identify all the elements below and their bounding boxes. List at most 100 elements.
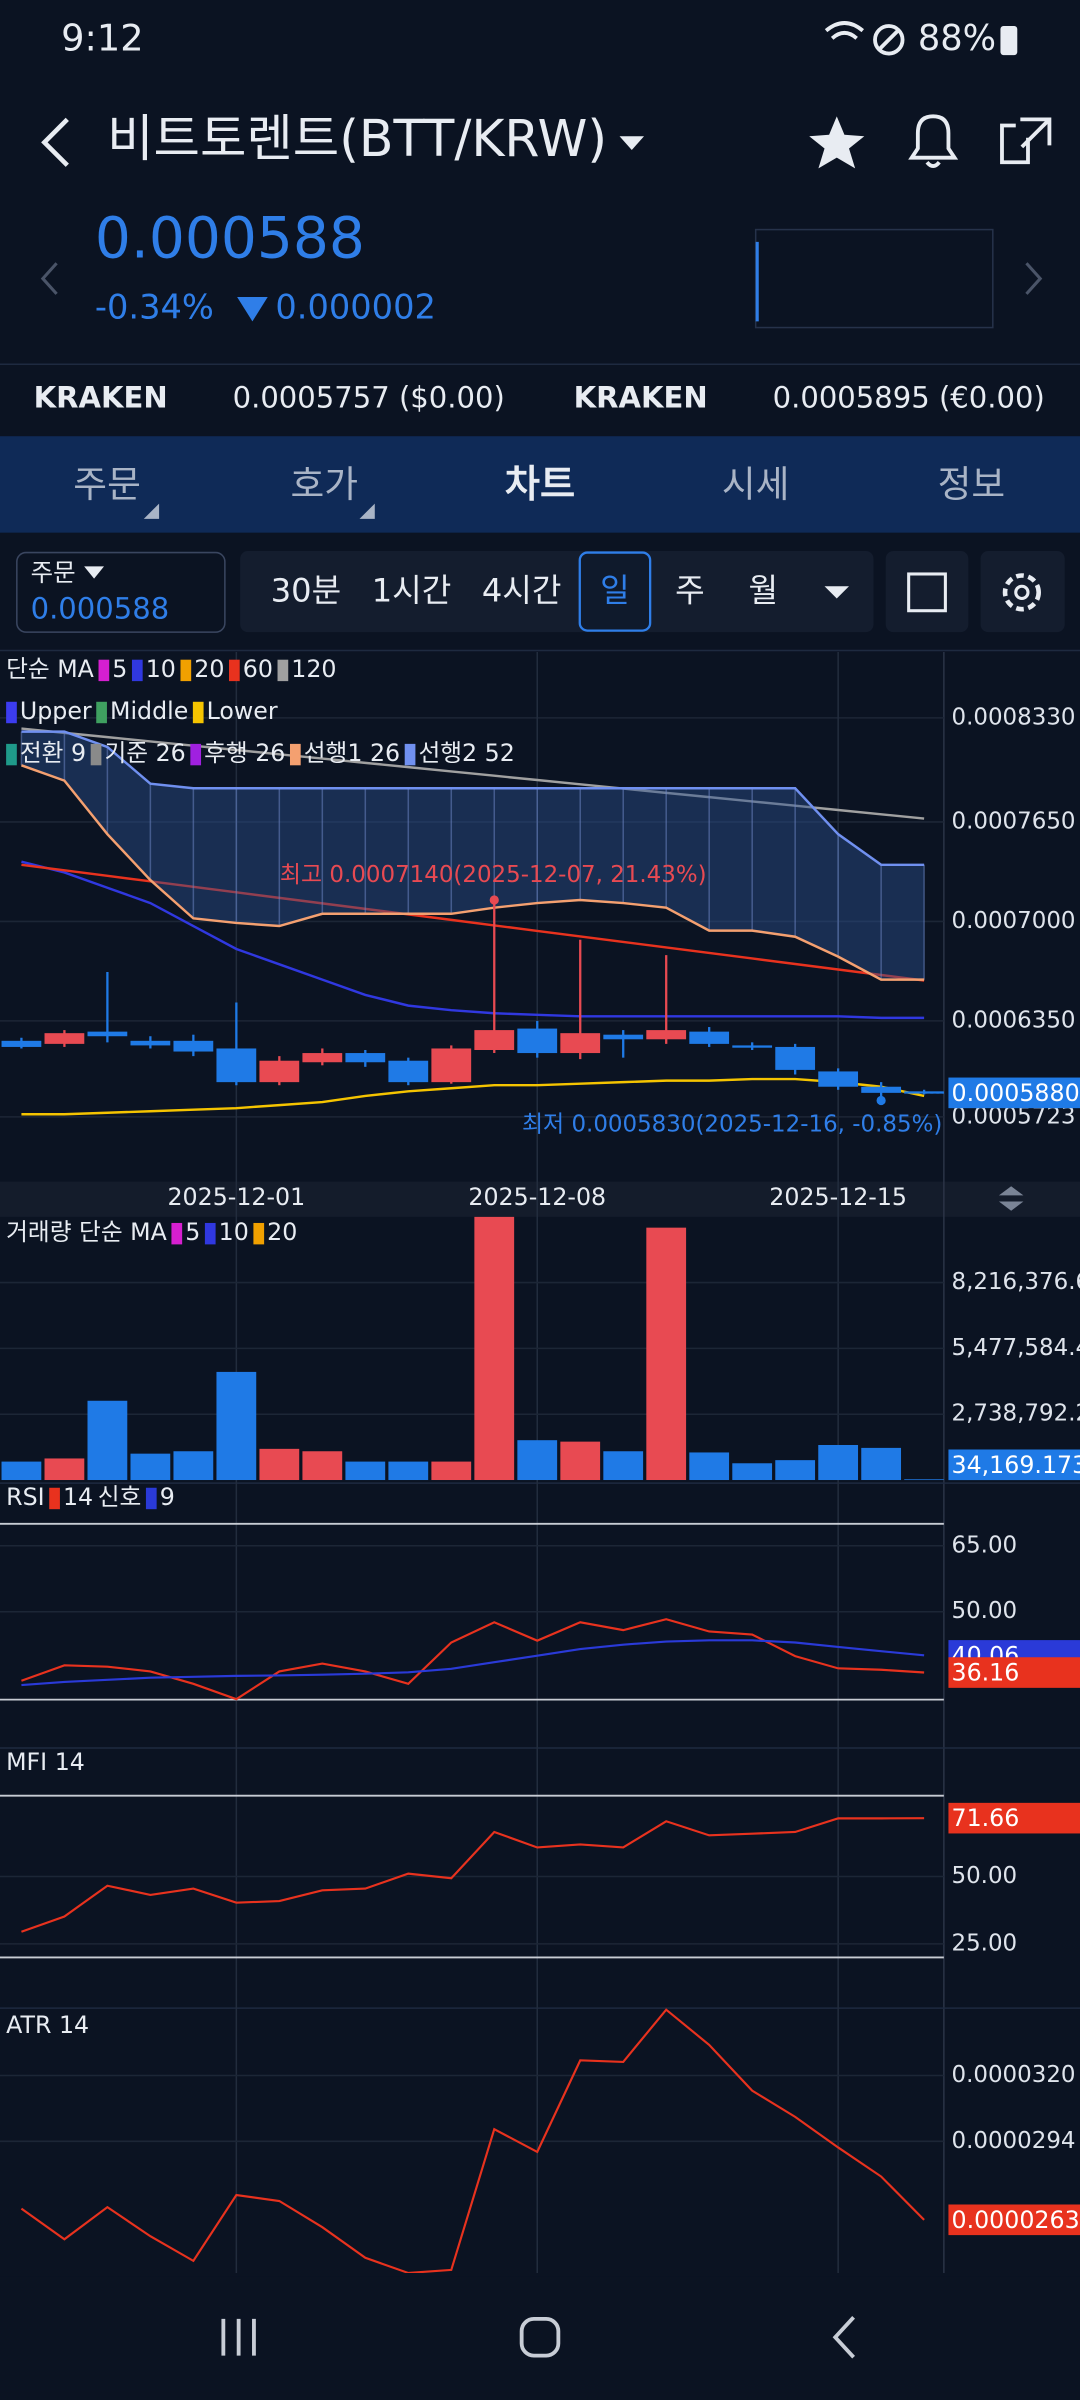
candle-body <box>818 1071 859 1087</box>
title-dropdown[interactable] <box>619 136 645 150</box>
interval-more[interactable] <box>824 586 850 599</box>
volume-bar <box>259 1448 300 1481</box>
tab-active[interactable]: 차트 <box>505 462 575 507</box>
draw-button[interactable] <box>885 551 969 633</box>
value-badge <box>948 1449 1080 1481</box>
legend-label: 5 <box>112 655 127 683</box>
tab[interactable]: 주문 <box>73 463 141 506</box>
back-button[interactable] <box>41 117 69 167</box>
order-label: 주문 <box>31 558 76 587</box>
candle-body <box>87 1031 128 1037</box>
legend-swatch <box>289 743 301 766</box>
change-amount: 0.000002 <box>275 288 436 327</box>
settings-hub <box>1014 584 1030 600</box>
status-time: 9:12 <box>61 16 143 59</box>
candle-body <box>646 1030 687 1040</box>
candle-body <box>431 1048 472 1083</box>
interval[interactable]: 월 <box>749 571 779 609</box>
interval-active[interactable]: 일 <box>600 571 630 609</box>
x-tick-label: 2025-12-01 <box>167 1183 305 1211</box>
y-tick-label: 50.00 <box>952 1598 1018 1624</box>
nav-icons <box>221 2316 856 2359</box>
nav-recent[interactable] <box>221 2318 256 2356</box>
series-line <box>21 727 925 820</box>
candle-body <box>130 1040 171 1046</box>
next-coin[interactable] <box>1025 262 1043 295</box>
legend-label: 9 <box>160 1483 175 1511</box>
legend-swatch <box>145 1487 157 1510</box>
volume-bar <box>44 1458 85 1481</box>
volume-bar <box>431 1461 472 1481</box>
volume-bar <box>517 1440 558 1481</box>
tab[interactable]: 호가 <box>291 463 359 506</box>
order-box[interactable] <box>16 551 226 633</box>
volume-bar <box>603 1451 644 1481</box>
legend-swatch <box>49 1487 60 1510</box>
settings-button[interactable] <box>980 551 1065 633</box>
candle-body <box>1 1040 42 1047</box>
legend-label: 120 <box>291 655 336 683</box>
exchange-price: 0.0005895 (€0.00) <box>773 380 1045 414</box>
series-line <box>21 863 925 982</box>
candle-body <box>216 1048 257 1083</box>
candle-body <box>689 1031 730 1044</box>
candle-body <box>517 1028 558 1054</box>
candle-body <box>560 1033 601 1054</box>
value-badge <box>948 1657 1080 1688</box>
favorite-button[interactable] <box>809 116 865 169</box>
change-arrow <box>237 296 268 322</box>
y-tick-label: 50.00 <box>952 1863 1018 1889</box>
coin-title[interactable]: 비트토렌트(BTT/KRW) <box>107 109 607 168</box>
interval[interactable]: 30분 <box>271 571 341 609</box>
series-line <box>21 1639 925 1687</box>
legend-swatch <box>204 1222 216 1245</box>
pane <box>1 727 944 1116</box>
legend-swatch <box>6 743 17 766</box>
y-tick-label: 25.00 <box>952 1930 1018 1956</box>
share-button[interactable] <box>1000 117 1052 165</box>
series-line <box>21 730 925 867</box>
axis-toggle[interactable] <box>998 1186 1024 1211</box>
exchange-name: KRAKEN <box>574 380 708 414</box>
legend-swatch <box>404 743 416 766</box>
legend-label: 전환 9 <box>20 739 86 767</box>
change-percent: -0.34% <box>95 288 214 327</box>
legend-swatch <box>98 659 110 682</box>
volume-bar <box>388 1461 429 1481</box>
nav-bar <box>0 2276 1080 2400</box>
legend-label: 선행1 26 <box>304 739 400 767</box>
volume-bar <box>861 1447 902 1481</box>
series-line <box>21 1817 925 1933</box>
legend-label: 단순 MA <box>6 655 95 683</box>
legend-label: Middle <box>110 697 188 725</box>
prev-coin[interactable] <box>40 262 58 295</box>
interval[interactable]: 1시간 <box>372 571 452 609</box>
y-tick-label: 5,477,584.457 <box>952 1335 1080 1361</box>
legend-swatch <box>171 1222 183 1245</box>
low-marker <box>876 1095 886 1106</box>
candle-body <box>259 1060 300 1083</box>
tab[interactable]: 시세 <box>722 463 790 506</box>
interval[interactable]: 4시간 <box>482 571 562 609</box>
alert-button[interactable] <box>908 114 959 168</box>
interval-bar <box>240 551 874 633</box>
value-badge <box>948 1077 1080 1109</box>
candle-body <box>302 1053 343 1063</box>
volume-bar <box>345 1461 386 1481</box>
nav-home[interactable] <box>519 2316 561 2358</box>
tab[interactable]: 정보 <box>938 463 1006 506</box>
value-badge-label: 0.0005880 <box>952 1079 1080 1107</box>
pane <box>20 2008 925 2273</box>
high-annotation: 최고 0.0007140(2025-12-07, 21.43%) <box>280 862 707 888</box>
legend-label: 20 <box>267 1218 297 1246</box>
candle-body <box>345 1053 386 1063</box>
interval[interactable]: 주 <box>675 571 705 609</box>
y-tick-label: 2,738,792.229 <box>952 1401 1080 1427</box>
legend-label: 기준 26 <box>104 739 185 767</box>
legend-label: Upper <box>20 697 92 725</box>
chart-layer: 0.0008330 0.0007650 0.0007000 0.0006350 0.00… <box>0 652 1080 2273</box>
exchange-price: 0.0005757 ($0.00) <box>233 380 505 414</box>
nav-back[interactable] <box>832 2316 856 2359</box>
candle-body <box>388 1060 429 1083</box>
